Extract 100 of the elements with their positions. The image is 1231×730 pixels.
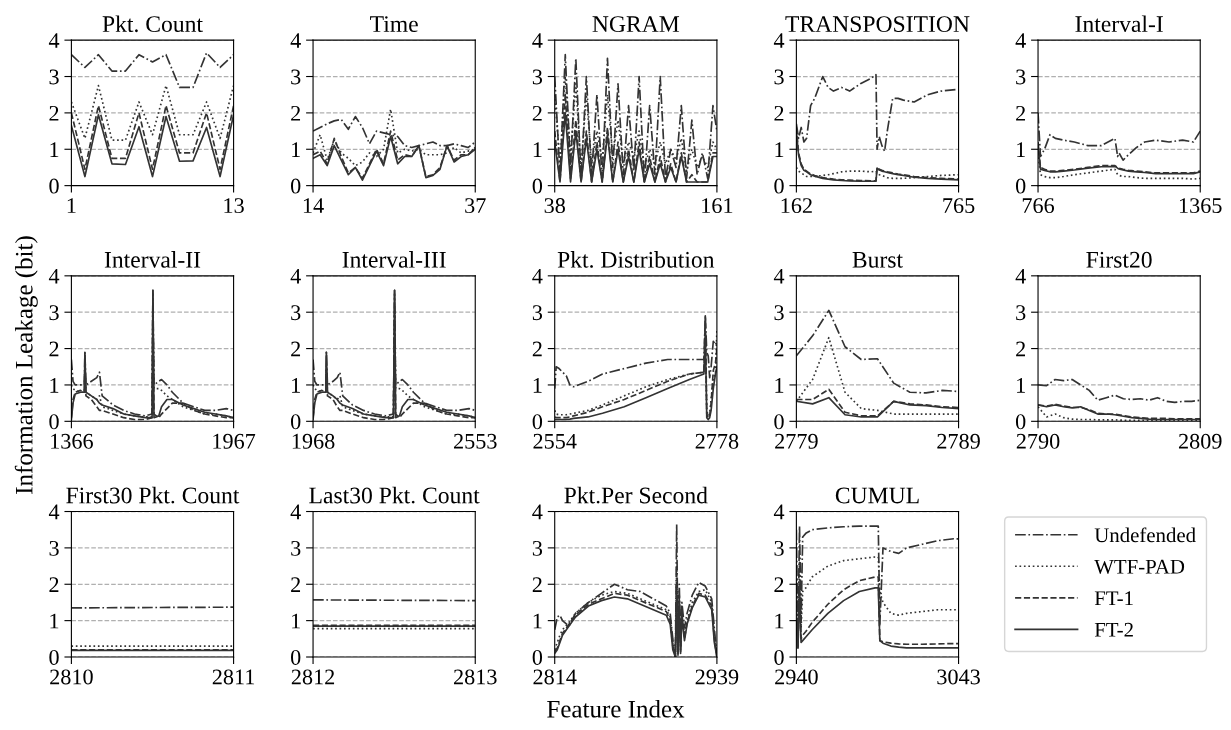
y-tick-label: 2 xyxy=(532,341,542,357)
x-tick-label: 766 xyxy=(1022,198,1055,214)
y-tick-label: 0 xyxy=(774,414,784,430)
y-tick-label: 3 xyxy=(532,69,543,85)
y-tick-label: 1 xyxy=(50,377,59,393)
y-tick-label: 1 xyxy=(775,613,784,629)
x-tick-label: 2814 xyxy=(533,669,577,685)
y-tick-label: 0 xyxy=(290,414,301,430)
y-tick-label: 3 xyxy=(49,540,59,556)
y-tick-label: 4 xyxy=(1015,33,1026,48)
x-tick-label: 1968 xyxy=(292,433,335,449)
y-tick-label: 0 xyxy=(1015,178,1026,194)
x-tick-label: 1366 xyxy=(51,433,93,449)
x-tick-label: 1 xyxy=(67,198,76,213)
y-tick-label: 4 xyxy=(290,504,301,520)
chart-title: Pkt. Count xyxy=(102,15,203,33)
y-tick-label: 4 xyxy=(773,268,785,284)
x-tick-label: 38 xyxy=(544,198,565,214)
y-tick-label: 1 xyxy=(1017,142,1025,157)
x-tick-label: 3043 xyxy=(937,669,980,685)
y-tick-label: 2 xyxy=(291,105,301,121)
x-tick-label: 2811 xyxy=(212,669,255,685)
chart-title: Pkt.Per Second xyxy=(564,486,708,504)
y-tick-label: 0 xyxy=(532,649,543,665)
y-tick-label: 1 xyxy=(292,377,300,393)
y-tick-label: 3 xyxy=(291,540,301,556)
x-tick-label: 2813 xyxy=(454,669,497,685)
y-tick-label: 1 xyxy=(50,613,59,629)
x-axis-title: Feature Index xyxy=(547,700,685,718)
y-tick-label: 0 xyxy=(774,178,784,194)
y-tick-label: 3 xyxy=(774,540,784,556)
y-tick-label: 2 xyxy=(774,341,784,357)
y-tick-label: 4 xyxy=(48,33,60,48)
x-tick-label: 2554 xyxy=(533,433,577,449)
y-tick-label: 2 xyxy=(291,577,301,592)
chart-title: Interval-I xyxy=(1075,15,1163,33)
y-tick-label: 1 xyxy=(533,613,542,629)
y-tick-label: 3 xyxy=(291,69,301,85)
y-tick-label: 4 xyxy=(1015,268,1026,284)
y-tick-label: 3 xyxy=(774,69,784,85)
y-tick-label: 2 xyxy=(532,577,542,592)
x-tick-label: 2779 xyxy=(775,433,818,449)
y-tick-label: 4 xyxy=(532,268,543,284)
x-tick-label: 162 xyxy=(781,198,812,214)
x-tick-label: 2778 xyxy=(695,433,739,449)
x-tick-label: 765 xyxy=(943,198,975,214)
x-tick-label: 2940 xyxy=(775,669,818,685)
y-tick-label: 0 xyxy=(49,178,59,194)
y-tick-label: 1 xyxy=(50,142,59,157)
x-tick-label: 13 xyxy=(224,198,244,214)
x-tick-label: 14 xyxy=(303,198,324,213)
x-tick-label: 2939 xyxy=(695,669,739,685)
y-tick-label: 2 xyxy=(291,341,301,357)
y-tick-label: 4 xyxy=(48,268,60,284)
chart-title: TRANSPOSITION xyxy=(785,16,970,33)
y-tick-label: 4 xyxy=(290,268,301,284)
y-tick-label: 2 xyxy=(774,577,784,592)
x-tick-label: 2789 xyxy=(937,433,980,449)
x-tick-label: 1967 xyxy=(213,433,256,449)
y-tick-label: 1 xyxy=(292,613,300,629)
y-tick-label: 1 xyxy=(775,142,784,157)
y-tick-label: 4 xyxy=(773,504,785,520)
y-tick-label: 0 xyxy=(49,649,59,665)
y-axis-title: Information Leakage (bit) xyxy=(14,236,38,494)
y-tick-label: 3 xyxy=(774,305,784,321)
y-tick-label: 2 xyxy=(49,577,59,592)
y-tick-label: 3 xyxy=(532,305,543,321)
y-tick-label: 3 xyxy=(1016,305,1026,321)
chart-title: Time xyxy=(370,16,418,33)
y-tick-label: 2 xyxy=(532,105,542,121)
y-tick-label: 0 xyxy=(774,649,784,665)
x-tick-label: 37 xyxy=(465,198,486,214)
y-tick-label: 3 xyxy=(49,305,59,321)
chart-title: Pkt. Distribution xyxy=(557,251,715,268)
x-tick-label: 2809 xyxy=(1178,433,1222,449)
legend-label: Undefended xyxy=(1094,527,1196,543)
chart-title: CUMUL xyxy=(835,487,919,504)
x-tick-label: 2553 xyxy=(454,433,497,449)
x-tick-label: 2790 xyxy=(1016,433,1060,449)
y-tick-label: 2 xyxy=(1016,341,1026,357)
x-tick-label: 161 xyxy=(702,198,733,214)
chart-title: Interval-II xyxy=(104,251,201,268)
x-tick-label: 1365 xyxy=(1179,198,1222,214)
y-tick-label: 2 xyxy=(49,105,59,121)
y-tick-label: 4 xyxy=(290,33,301,48)
chart-title: First30 Pkt. Count xyxy=(66,486,240,504)
y-tick-label: 0 xyxy=(49,414,59,430)
y-tick-label: 3 xyxy=(1016,69,1026,85)
y-tick-label: 3 xyxy=(532,540,543,556)
legend-label: FT-2 xyxy=(1094,622,1133,637)
y-tick-label: 1 xyxy=(533,377,542,393)
y-tick-label: 1 xyxy=(1017,377,1025,393)
y-tick-label: 4 xyxy=(773,33,785,48)
y-tick-label: 3 xyxy=(49,69,59,85)
y-tick-label: 4 xyxy=(532,504,543,520)
y-tick-label: 1 xyxy=(292,142,300,157)
y-tick-label: 1 xyxy=(775,377,784,393)
chart-title: Burst xyxy=(852,252,903,268)
y-tick-label: 4 xyxy=(532,33,543,48)
y-tick-label: 3 xyxy=(291,305,301,321)
